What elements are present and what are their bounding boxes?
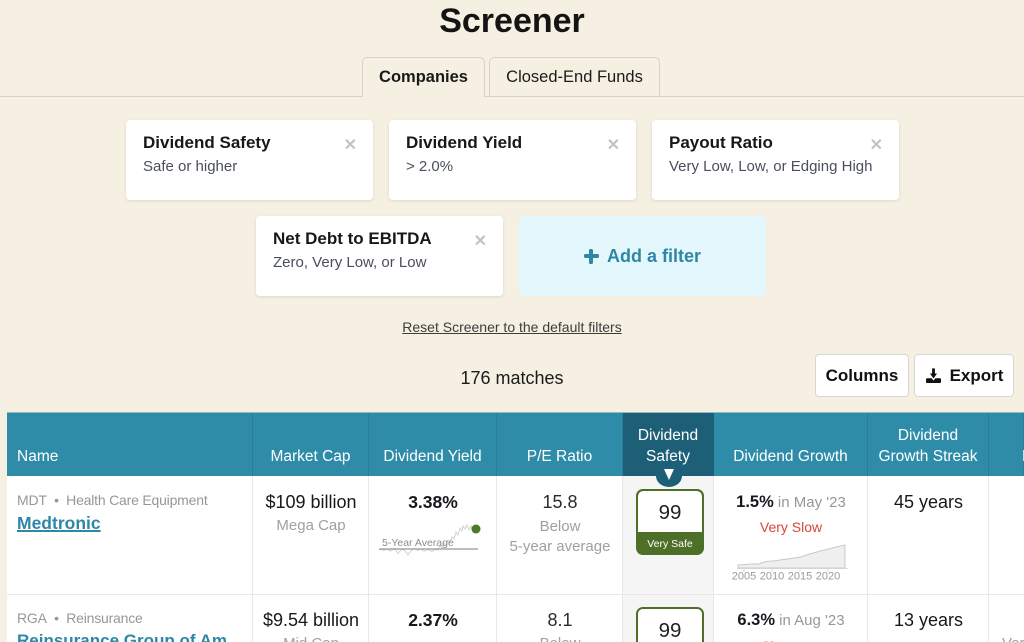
svg-text:5-Year Average: 5-Year Average	[382, 537, 454, 549]
svg-text:2005: 2005	[732, 571, 756, 582]
svg-text:2020: 2020	[816, 571, 840, 582]
svg-text:2015: 2015	[788, 571, 812, 582]
svg-text:2010: 2010	[760, 571, 784, 582]
